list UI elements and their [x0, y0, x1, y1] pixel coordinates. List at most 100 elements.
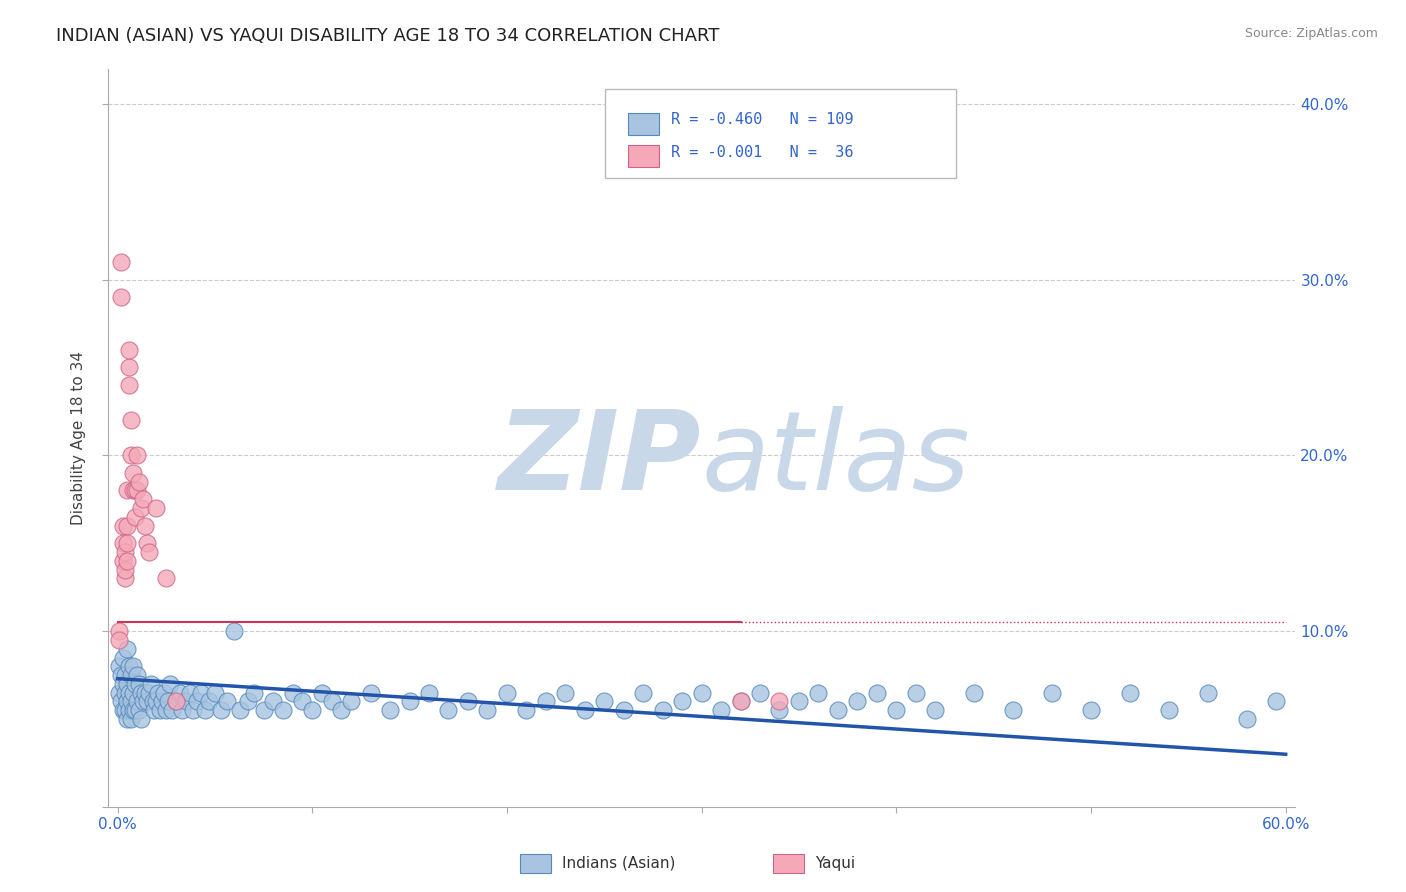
Point: [124, 703, 146, 717]
Point: [360, 686, 382, 700]
Point: [209, 703, 232, 717]
Text: R = -0.001   N =  36: R = -0.001 N = 36: [671, 145, 853, 160]
Point: [866, 686, 889, 700]
Point: [631, 686, 654, 700]
Point: [1080, 703, 1102, 717]
Point: [124, 677, 146, 691]
Text: Yaqui: Yaqui: [815, 856, 856, 871]
Point: [125, 694, 148, 708]
Point: [827, 703, 849, 717]
Point: [271, 703, 294, 717]
Point: [924, 703, 946, 717]
Point: [710, 703, 733, 717]
Point: [198, 694, 221, 708]
Point: [120, 413, 142, 427]
Point: [1040, 686, 1063, 700]
Point: [884, 703, 907, 717]
Point: [1157, 703, 1180, 717]
Point: [114, 563, 136, 577]
Point: [115, 518, 138, 533]
Point: [125, 448, 148, 462]
Point: [112, 554, 135, 568]
Point: [301, 703, 323, 717]
Point: [281, 686, 304, 700]
Point: [730, 694, 752, 708]
Point: [132, 694, 155, 708]
Point: [340, 694, 363, 708]
Point: [112, 518, 135, 533]
Point: [153, 686, 176, 700]
Point: [118, 703, 141, 717]
Point: [110, 255, 132, 269]
Point: [291, 694, 314, 708]
Point: [904, 686, 927, 700]
Point: [114, 686, 136, 700]
Point: [145, 694, 167, 708]
Point: [1002, 703, 1025, 717]
Point: [418, 686, 440, 700]
Point: [252, 703, 274, 717]
Point: [496, 686, 519, 700]
Point: [122, 483, 145, 498]
Point: [1119, 686, 1142, 700]
Point: [148, 686, 170, 700]
Point: [574, 703, 596, 717]
Point: [112, 536, 135, 550]
Point: [122, 466, 145, 480]
Point: [112, 703, 135, 717]
Point: [114, 545, 136, 559]
Point: [124, 509, 146, 524]
Point: [110, 694, 132, 708]
Point: [120, 712, 142, 726]
Point: [690, 686, 713, 700]
Point: [534, 694, 557, 708]
Point: [787, 694, 810, 708]
Point: [204, 686, 226, 700]
Point: [1265, 694, 1288, 708]
Point: [554, 686, 576, 700]
Point: [190, 686, 212, 700]
Point: [138, 545, 160, 559]
Point: [183, 703, 205, 717]
Point: [1197, 686, 1219, 700]
Point: [112, 677, 135, 691]
Point: [122, 703, 145, 717]
Point: [768, 703, 790, 717]
Point: [125, 668, 148, 682]
Point: [157, 694, 180, 708]
Point: [194, 703, 217, 717]
Point: [398, 694, 420, 708]
Point: [118, 686, 141, 700]
Point: [115, 536, 138, 550]
Point: [311, 686, 333, 700]
Point: [115, 483, 138, 498]
Point: [262, 694, 284, 708]
Point: [378, 703, 401, 717]
Point: [515, 703, 537, 717]
Point: [330, 703, 353, 717]
Point: [115, 641, 138, 656]
Point: [593, 694, 616, 708]
Point: [135, 536, 157, 550]
Point: [138, 686, 160, 700]
Point: [768, 694, 790, 708]
Point: [155, 703, 177, 717]
Point: [749, 686, 772, 700]
Point: [170, 703, 193, 717]
Point: [457, 694, 479, 708]
Point: [128, 677, 150, 691]
Point: [120, 694, 142, 708]
Point: [108, 624, 131, 639]
Point: [437, 703, 460, 717]
Point: [651, 703, 673, 717]
Point: [112, 650, 135, 665]
Point: [122, 659, 145, 673]
Text: ZIP: ZIP: [498, 407, 702, 514]
Point: [846, 694, 869, 708]
Text: R = -0.460   N = 109: R = -0.460 N = 109: [671, 112, 853, 127]
Point: [613, 703, 636, 717]
Text: INDIAN (ASIAN) VS YAQUI DISABILITY AGE 18 TO 34 CORRELATION CHART: INDIAN (ASIAN) VS YAQUI DISABILITY AGE 1…: [56, 27, 720, 45]
Point: [125, 483, 148, 498]
Point: [114, 703, 136, 717]
Point: [150, 694, 173, 708]
